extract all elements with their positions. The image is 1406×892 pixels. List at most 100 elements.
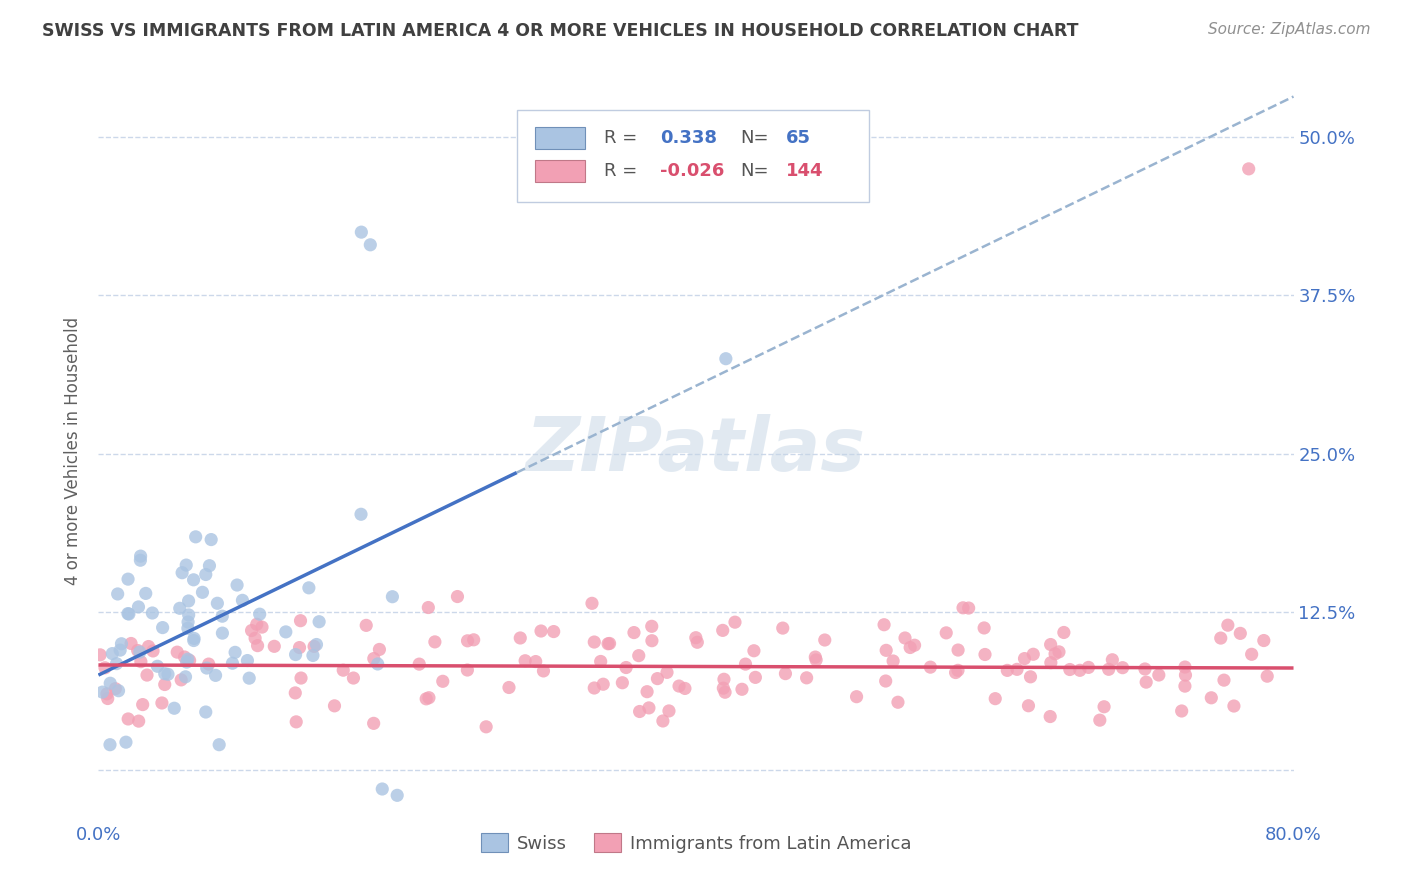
- Point: [533, 664, 555, 678]
- Point: [1069, 663, 1091, 677]
- Point: [207, 596, 229, 610]
- Point: [298, 581, 321, 595]
- Point: [101, 647, 124, 661]
- Point: [641, 633, 664, 648]
- Point: [177, 594, 200, 608]
- Point: [1170, 704, 1192, 718]
- Point: [274, 624, 297, 639]
- Point: [408, 657, 430, 672]
- Point: [302, 648, 325, 663]
- Point: [814, 633, 837, 648]
- Point: [1005, 662, 1028, 676]
- Point: [1174, 668, 1197, 682]
- Point: [1240, 648, 1263, 662]
- Point: [882, 654, 904, 668]
- Point: [107, 587, 129, 601]
- Bar: [534, 127, 585, 149]
- Point: [169, 601, 191, 615]
- Point: [153, 677, 176, 691]
- Point: [302, 640, 325, 654]
- Point: [141, 606, 163, 620]
- Point: [153, 666, 176, 681]
- Point: [183, 632, 205, 646]
- Point: [1039, 656, 1062, 670]
- Text: -0.026: -0.026: [661, 162, 724, 180]
- Point: [668, 679, 690, 693]
- Point: [903, 638, 925, 652]
- Point: [973, 621, 995, 635]
- Point: [117, 607, 139, 621]
- Text: R =: R =: [605, 129, 637, 147]
- Point: [946, 664, 969, 678]
- Point: [284, 648, 307, 662]
- Point: [350, 508, 373, 522]
- Point: [1216, 618, 1239, 632]
- Point: [628, 705, 651, 719]
- Point: [204, 668, 226, 682]
- Point: [685, 631, 707, 645]
- Point: [651, 714, 673, 728]
- Point: [200, 533, 222, 547]
- Point: [120, 636, 142, 650]
- Point: [172, 566, 194, 580]
- Point: [131, 698, 153, 712]
- Point: [354, 618, 377, 632]
- Point: [246, 617, 269, 632]
- Point: [105, 657, 128, 671]
- Point: [177, 615, 200, 629]
- Point: [894, 631, 917, 645]
- Point: [170, 673, 193, 687]
- Point: [177, 607, 200, 622]
- Point: [128, 645, 150, 659]
- Point: [744, 670, 766, 684]
- Point: [713, 673, 735, 687]
- Point: [323, 698, 346, 713]
- Point: [285, 714, 308, 729]
- Point: [711, 624, 734, 638]
- Text: N=: N=: [740, 129, 769, 147]
- Point: [530, 624, 553, 638]
- Point: [845, 690, 868, 704]
- Point: [211, 609, 233, 624]
- Point: [655, 665, 678, 680]
- Point: [1019, 670, 1042, 684]
- Point: [974, 648, 997, 662]
- Point: [432, 674, 454, 689]
- Point: [177, 621, 200, 635]
- Text: R =: R =: [605, 162, 637, 180]
- Point: [772, 621, 794, 635]
- Point: [191, 585, 214, 599]
- Point: [945, 665, 967, 680]
- Point: [363, 651, 385, 665]
- Point: [599, 636, 621, 650]
- Point: [1147, 668, 1170, 682]
- Point: [638, 701, 661, 715]
- Point: [1209, 631, 1232, 645]
- Point: [509, 631, 531, 645]
- Point: [97, 691, 120, 706]
- Point: [1098, 662, 1121, 676]
- Point: [166, 645, 188, 659]
- Point: [647, 672, 669, 686]
- Point: [368, 642, 391, 657]
- Point: [1223, 699, 1246, 714]
- Point: [592, 677, 614, 691]
- Point: [898, 640, 921, 655]
- Point: [118, 607, 141, 621]
- Point: [211, 626, 233, 640]
- Point: [623, 625, 645, 640]
- Point: [290, 614, 312, 628]
- Point: [873, 617, 896, 632]
- Text: 0.338: 0.338: [661, 129, 717, 147]
- Point: [1101, 653, 1123, 667]
- Point: [115, 735, 138, 749]
- Point: [243, 631, 266, 645]
- Point: [135, 586, 157, 600]
- Point: [249, 607, 271, 622]
- Point: [1088, 713, 1111, 727]
- Point: [150, 696, 173, 710]
- Point: [658, 704, 681, 718]
- Point: [174, 670, 197, 684]
- Point: [543, 624, 565, 639]
- Point: [363, 716, 385, 731]
